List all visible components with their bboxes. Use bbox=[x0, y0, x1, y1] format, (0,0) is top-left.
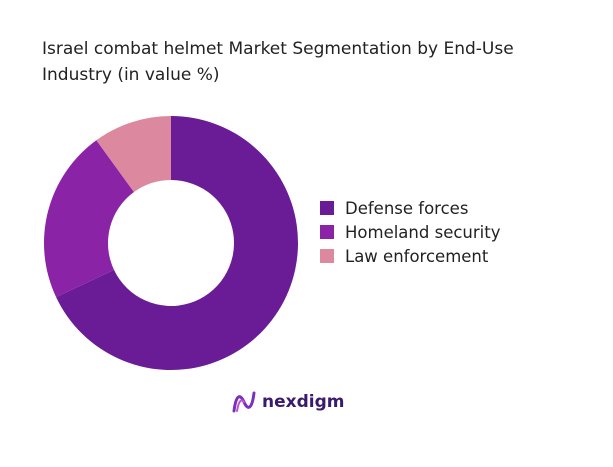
legend-item: Defense forces bbox=[320, 196, 500, 220]
legend-item: Law enforcement bbox=[320, 244, 500, 268]
legend-label: Defense forces bbox=[345, 198, 469, 218]
legend: Defense forces Homeland security Law enfor… bbox=[320, 196, 500, 268]
legend-label: Law enforcement bbox=[345, 246, 489, 266]
slice-law-enforcement bbox=[96, 116, 171, 193]
legend-label: Homeland security bbox=[345, 222, 501, 242]
legend-swatch bbox=[320, 225, 334, 239]
slice-defense-forces bbox=[56, 116, 299, 370]
chart-title: Israel combat helmet Market Segmentation… bbox=[42, 39, 514, 85]
nexdigm-logo-icon bbox=[232, 391, 256, 413]
brand-logo: nexdigm bbox=[232, 391, 344, 413]
slice-homeland-security bbox=[44, 140, 134, 298]
legend-item: Homeland security bbox=[320, 220, 500, 244]
legend-swatch bbox=[320, 249, 334, 263]
brand-name: nexdigm bbox=[262, 392, 345, 412]
legend-swatch bbox=[320, 201, 334, 215]
